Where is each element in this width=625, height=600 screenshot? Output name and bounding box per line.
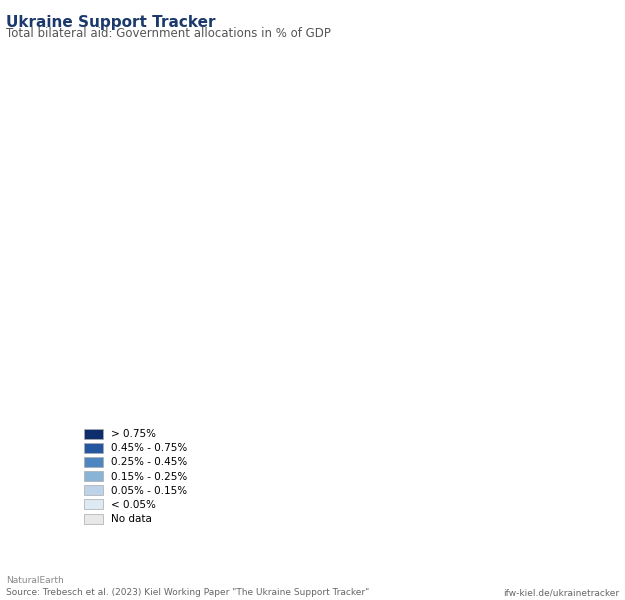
Legend: > 0.75%, 0.45% - 0.75%, 0.25% - 0.45%, 0.15% - 0.25%, 0.05% - 0.15%, < 0.05%, No: > 0.75%, 0.45% - 0.75%, 0.25% - 0.45%, 0… [84,428,187,524]
Text: Source: Trebesch et al. (2023) Kiel Working Paper "The Ukraine Support Tracker": Source: Trebesch et al. (2023) Kiel Work… [6,588,369,597]
Text: Total bilateral aid: Government allocations in % of GDP: Total bilateral aid: Government allocati… [6,27,331,40]
Text: ifw-kiel.de/ukrainetracker: ifw-kiel.de/ukrainetracker [503,588,619,597]
Text: Ukraine Support Tracker: Ukraine Support Tracker [6,15,216,30]
Text: NaturalEarth: NaturalEarth [6,576,64,585]
